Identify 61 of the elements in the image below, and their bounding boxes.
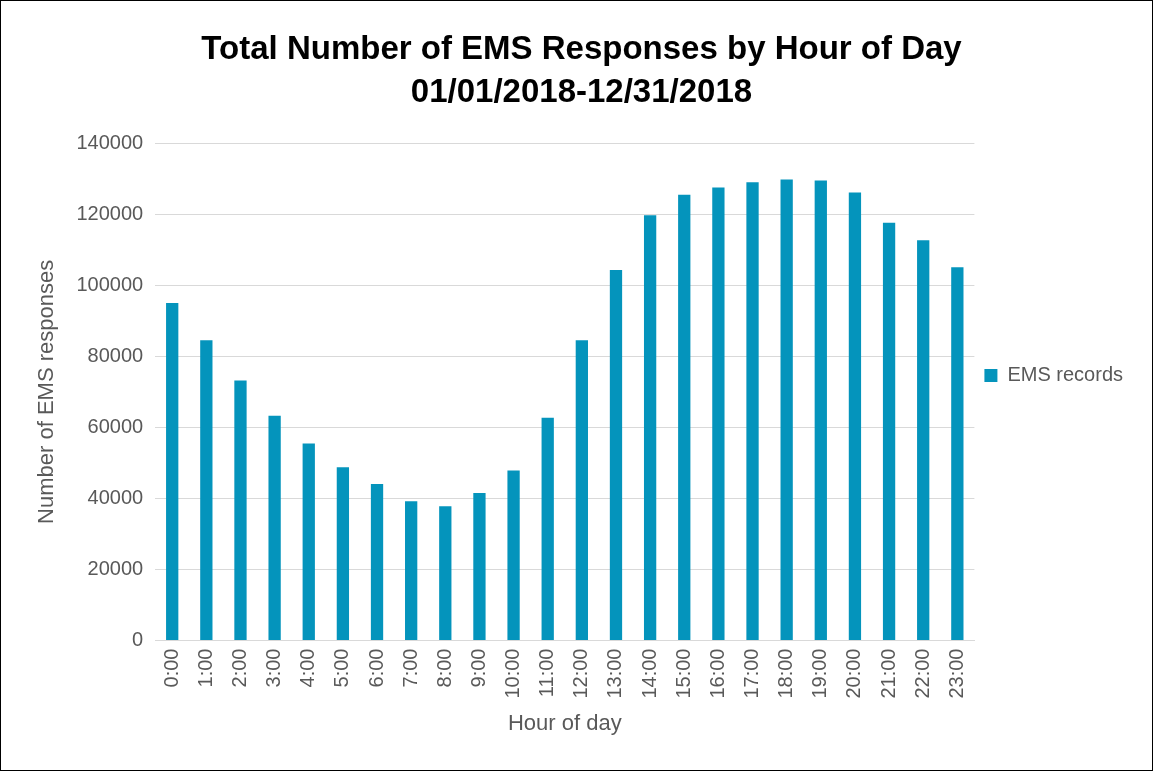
bar bbox=[678, 194, 691, 641]
bar bbox=[951, 267, 964, 641]
bar bbox=[302, 443, 315, 641]
bar bbox=[917, 240, 930, 641]
y-axis-title: Number of EMS responses bbox=[33, 259, 59, 524]
y-tick-label: 120000 bbox=[76, 201, 144, 224]
bar bbox=[609, 270, 623, 641]
x-tick-label: 18:00 bbox=[774, 648, 797, 699]
bar bbox=[780, 179, 793, 641]
x-tick-label: 7:00 bbox=[398, 648, 421, 688]
x-tick-label: 16:00 bbox=[705, 648, 728, 699]
legend-label: EMS records bbox=[1007, 363, 1124, 386]
x-tick-label: 22:00 bbox=[910, 648, 933, 699]
x-tick-label: 0:00 bbox=[159, 648, 182, 688]
bar bbox=[882, 222, 896, 641]
x-tick-label: 20:00 bbox=[842, 648, 865, 699]
y-tick-label: 0 bbox=[132, 628, 144, 651]
chart-title: Total Number of EMS Responses by Hour of Day bbox=[201, 28, 963, 66]
y-tick-label: 60000 bbox=[87, 414, 144, 437]
x-tick-label: 4:00 bbox=[296, 648, 319, 688]
bar bbox=[814, 180, 827, 641]
x-axis-title: Hour of day bbox=[507, 709, 622, 735]
bar bbox=[336, 467, 350, 641]
bar bbox=[439, 506, 452, 641]
y-tick-label: 40000 bbox=[87, 485, 144, 508]
bar bbox=[848, 192, 862, 641]
bar bbox=[473, 493, 486, 641]
x-tick-label: 5:00 bbox=[330, 648, 353, 688]
x-tick-label: 3:00 bbox=[262, 648, 285, 688]
y-tick-label: 100000 bbox=[76, 272, 144, 295]
bar bbox=[643, 215, 657, 641]
x-tick-label: 19:00 bbox=[808, 648, 831, 699]
chart-subtitle: 01/01/2018-12/31/2018 bbox=[410, 72, 753, 110]
x-tick-label: 23:00 bbox=[944, 648, 967, 699]
x-tick-label: 17:00 bbox=[740, 648, 763, 699]
x-tick-label: 8:00 bbox=[432, 648, 455, 688]
y-tick-label: 140000 bbox=[76, 130, 144, 153]
x-tick-label: 11:00 bbox=[535, 648, 558, 698]
bar bbox=[575, 340, 588, 641]
bar bbox=[541, 417, 554, 641]
bar bbox=[268, 415, 281, 641]
bar bbox=[370, 483, 384, 641]
y-tick-label: 20000 bbox=[87, 557, 144, 580]
bar bbox=[200, 340, 213, 641]
x-tick-label: 9:00 bbox=[466, 648, 489, 688]
bar bbox=[166, 303, 179, 641]
bar bbox=[507, 470, 520, 641]
x-tick-label: 21:00 bbox=[876, 648, 899, 699]
x-tick-label: 10:00 bbox=[501, 648, 524, 699]
bar bbox=[712, 187, 725, 641]
x-tick-label: 14:00 bbox=[637, 648, 660, 699]
x-tick-label: 6:00 bbox=[364, 648, 387, 688]
x-tick-label: 1:00 bbox=[193, 648, 216, 688]
bar bbox=[234, 380, 247, 641]
x-tick-label: 2:00 bbox=[228, 648, 250, 688]
bar bbox=[746, 182, 759, 641]
x-tick-label: 12:00 bbox=[569, 648, 592, 699]
bar bbox=[405, 501, 418, 641]
x-tick-label: 13:00 bbox=[603, 648, 626, 699]
y-tick-label: 80000 bbox=[87, 343, 144, 366]
x-tick-label: 15:00 bbox=[671, 648, 694, 699]
